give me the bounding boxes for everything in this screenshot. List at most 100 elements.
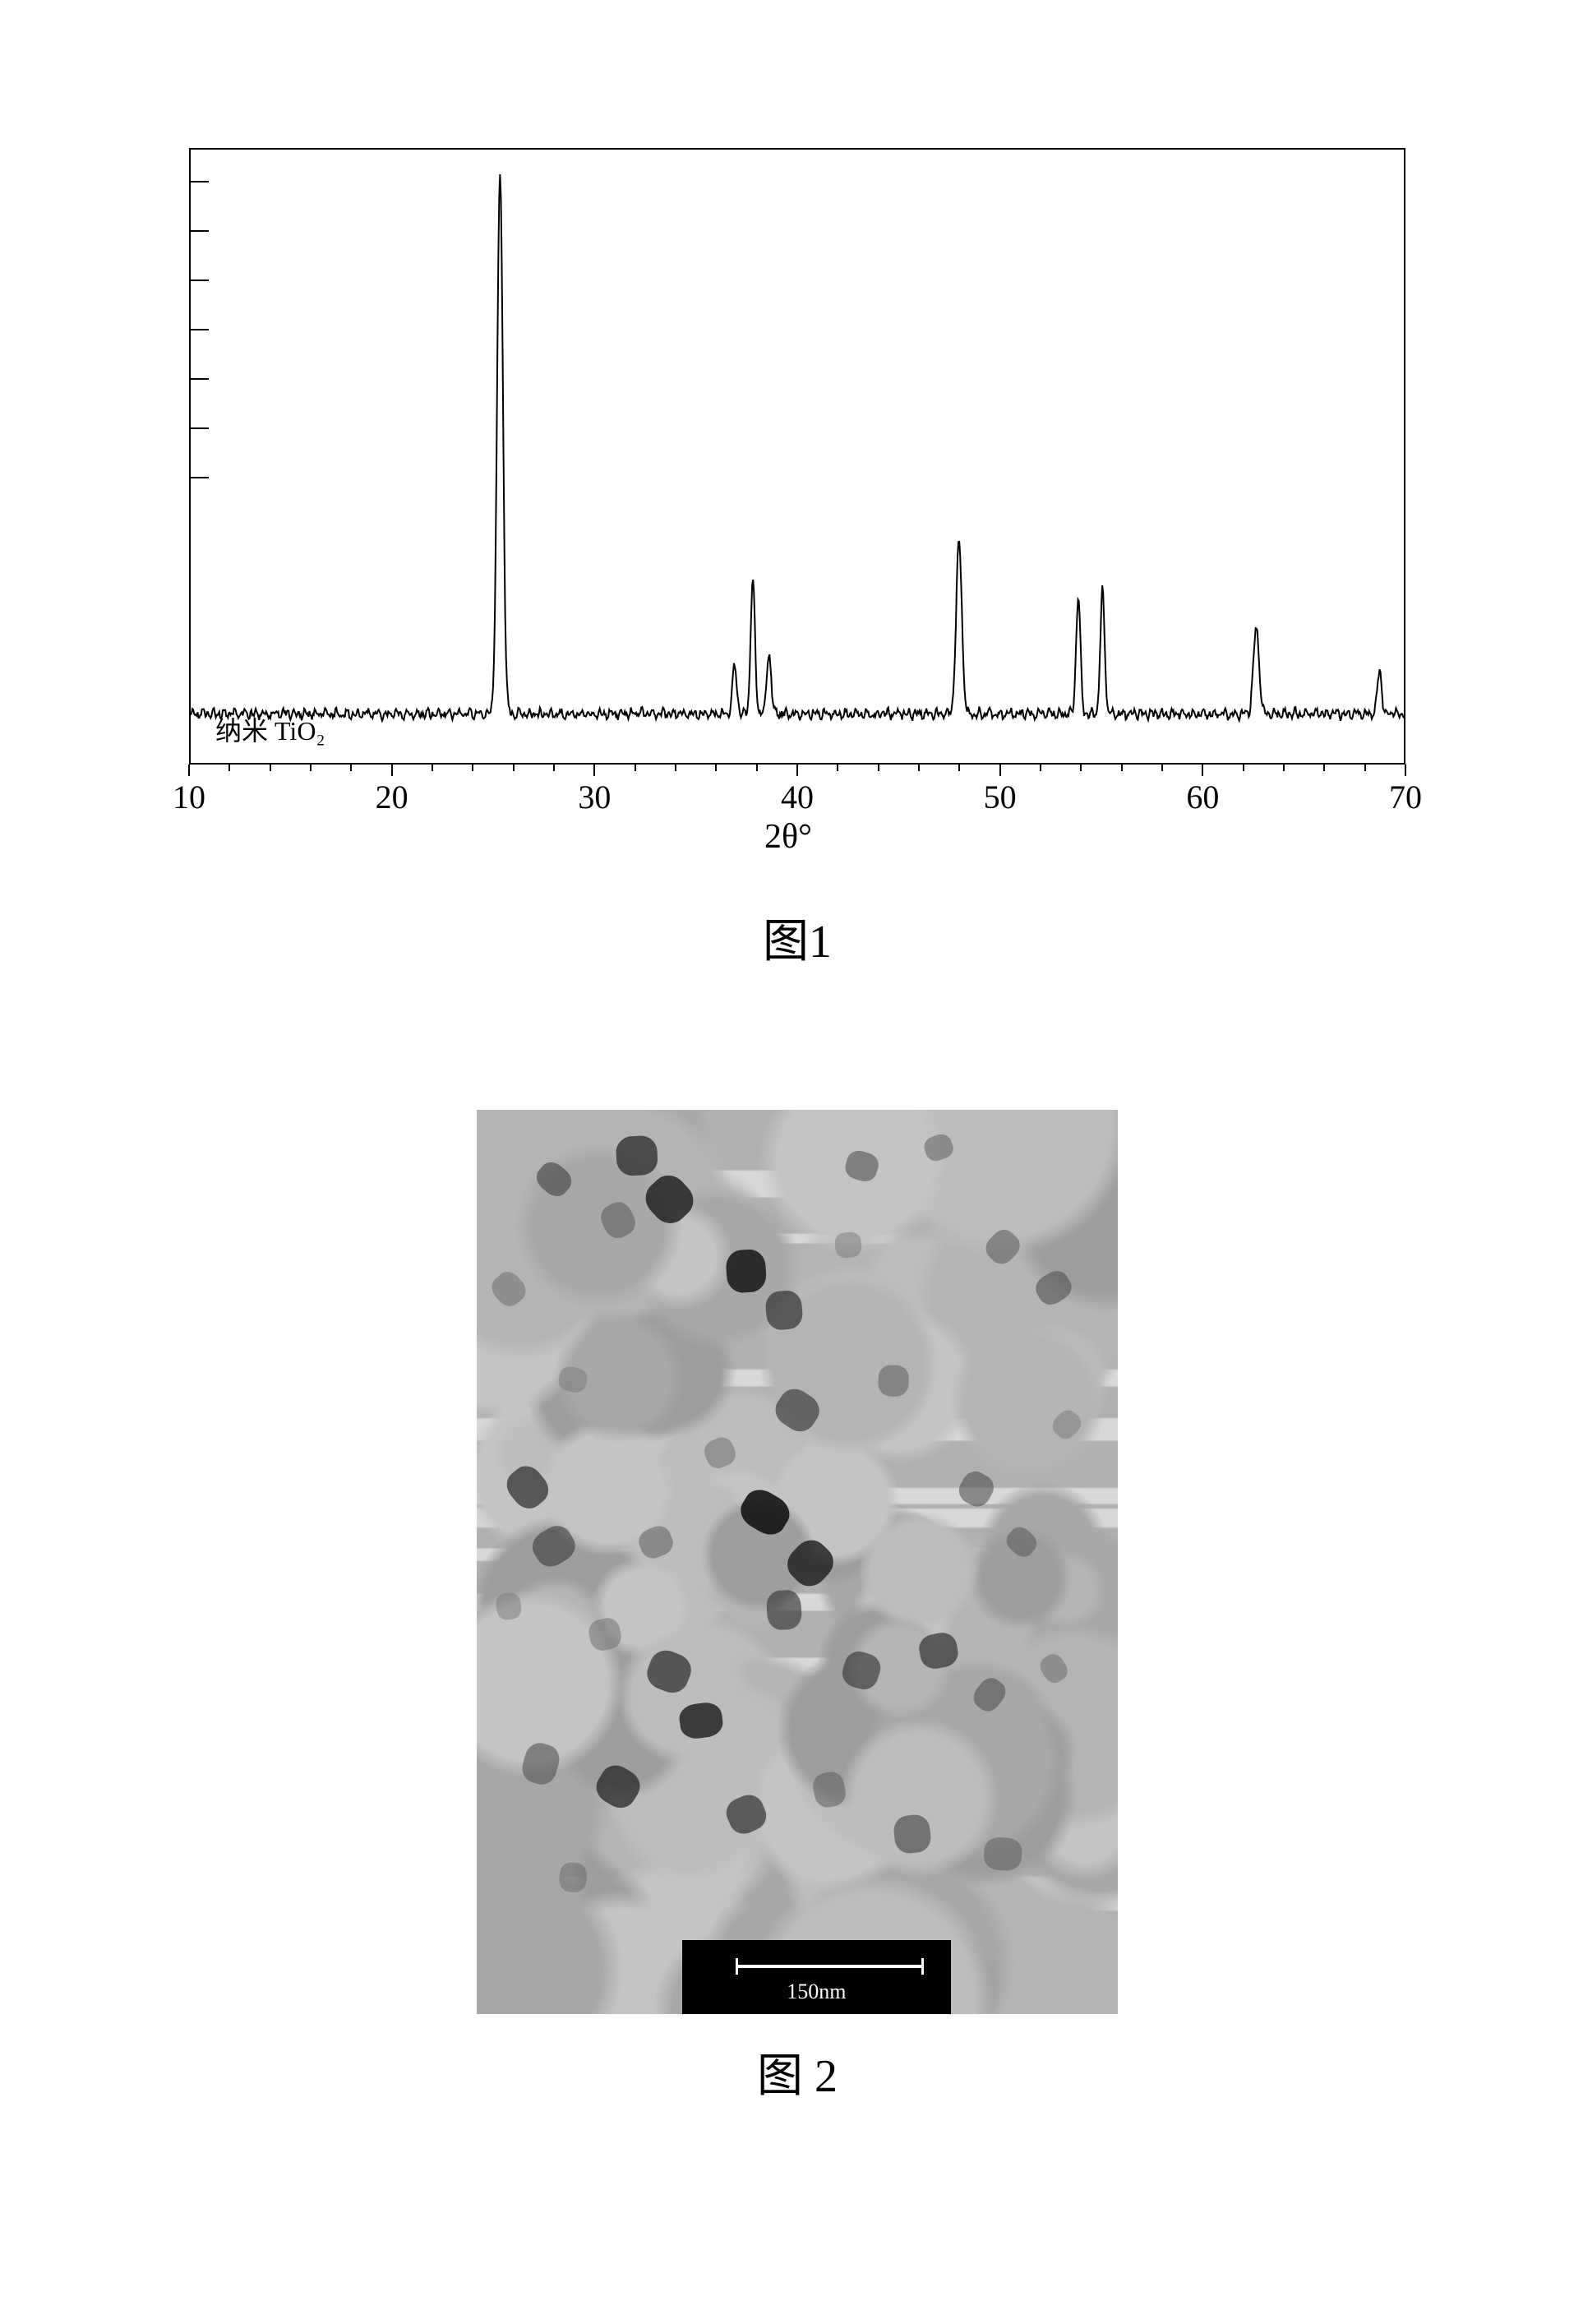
- x-minor-tick: [1080, 765, 1082, 771]
- x-tick: [796, 765, 798, 776]
- figure-2-caption: 图 2: [477, 2039, 1118, 2105]
- particle: [643, 1646, 696, 1698]
- x-minor-tick: [918, 765, 920, 771]
- particle: [487, 1267, 530, 1311]
- figure-2: 150nm 图 2: [477, 1110, 1118, 2105]
- particle: [616, 1135, 658, 1176]
- scale-bar-cap: [736, 1958, 738, 1975]
- x-minor-tick: [715, 765, 717, 771]
- particle: [981, 1225, 1024, 1269]
- particle: [842, 1148, 880, 1185]
- x-minor-tick: [1243, 765, 1244, 771]
- x-minor-tick: [1364, 765, 1366, 771]
- x-tick: [999, 765, 1001, 776]
- particle: [596, 1198, 639, 1243]
- particle: [769, 1383, 825, 1437]
- x-minor-tick: [553, 765, 555, 771]
- x-tick-label: 20: [367, 778, 417, 816]
- sample-label: 纳米 TiO₂: [215, 710, 325, 748]
- x-tick-label: 60: [1178, 778, 1227, 816]
- particle: [678, 1701, 725, 1740]
- x-minor-tick: [350, 765, 352, 771]
- y-tick: [191, 181, 209, 183]
- x-tick-label: 70: [1381, 778, 1430, 816]
- scale-bar-text: 150nm: [682, 1980, 952, 2004]
- x-tick: [1202, 765, 1203, 776]
- particle: [527, 1520, 580, 1572]
- particle: [955, 1467, 999, 1511]
- xrd-spectrum-svg: [191, 150, 1404, 763]
- x-minor-tick: [472, 765, 473, 771]
- particle: [558, 1862, 588, 1893]
- particle: [921, 1131, 956, 1163]
- particle: [1048, 1406, 1085, 1443]
- particle: [878, 1365, 909, 1397]
- x-minor-tick: [756, 765, 758, 771]
- x-minor-tick: [1161, 765, 1163, 771]
- x-minor-tick: [1040, 765, 1041, 771]
- particle: [701, 1434, 740, 1472]
- scale-bar-cap: [921, 1958, 924, 1975]
- particle: [722, 1790, 771, 1839]
- particle: [969, 1674, 1010, 1716]
- particle: [780, 1533, 840, 1593]
- y-tick: [191, 329, 209, 330]
- particle: [638, 1168, 699, 1231]
- x-tick-label: 40: [773, 778, 822, 816]
- particle: [838, 1647, 884, 1693]
- particle: [834, 1231, 862, 1259]
- figure-1: 纳米 TiO₂ 102030405060702θ° 图1: [189, 148, 1405, 971]
- x-minor-tick: [635, 765, 636, 771]
- x-minor-tick: [1121, 765, 1123, 771]
- x-minor-tick: [958, 765, 960, 771]
- particle: [1002, 1522, 1041, 1561]
- x-minor-tick: [270, 765, 271, 771]
- figure-1-caption: 图1: [189, 904, 1405, 971]
- particle: [519, 1740, 563, 1787]
- particle: [725, 1249, 767, 1294]
- xrd-axis-area: 102030405060702θ°: [189, 765, 1405, 880]
- particle: [586, 1615, 624, 1653]
- scale-bar: 150nm: [682, 1940, 952, 2014]
- x-tick: [593, 765, 595, 776]
- y-tick: [191, 427, 209, 429]
- particle: [531, 1157, 576, 1202]
- particle: [501, 1460, 555, 1515]
- x-tick-label: 30: [570, 778, 619, 816]
- particle: [916, 1630, 960, 1671]
- x-minor-tick: [513, 765, 515, 771]
- x-tick: [391, 765, 393, 776]
- y-tick: [191, 280, 209, 281]
- particle: [635, 1522, 677, 1563]
- x-tick: [188, 765, 190, 776]
- x-minor-tick: [310, 765, 312, 771]
- particle: [982, 1837, 1022, 1872]
- particle: [766, 1589, 803, 1631]
- x-minor-tick: [675, 765, 676, 771]
- x-minor-tick: [837, 765, 838, 771]
- particle: [764, 1289, 804, 1331]
- x-axis-title: 2θ°: [764, 817, 812, 857]
- xrd-chart: 纳米 TiO₂: [189, 148, 1405, 765]
- particle: [893, 1813, 933, 1855]
- particle: [590, 1759, 645, 1813]
- x-minor-tick: [1283, 765, 1285, 771]
- y-tick: [191, 477, 209, 478]
- x-tick-label: 10: [164, 778, 214, 816]
- x-minor-tick: [228, 765, 230, 771]
- x-minor-tick: [432, 765, 433, 771]
- x-minor-tick: [1323, 765, 1325, 771]
- particle: [556, 1365, 589, 1395]
- tem-micrograph: 150nm: [477, 1110, 1118, 2014]
- particle: [495, 1592, 523, 1621]
- y-tick: [191, 378, 209, 380]
- xrd-trace: [191, 174, 1404, 721]
- particle: [810, 1770, 847, 1809]
- particle: [1036, 1650, 1071, 1686]
- x-tick-label: 50: [976, 778, 1025, 816]
- particle: [735, 1483, 796, 1541]
- y-tick: [191, 230, 209, 232]
- x-minor-tick: [878, 765, 879, 771]
- particle: [1031, 1267, 1076, 1310]
- x-tick: [1405, 765, 1406, 776]
